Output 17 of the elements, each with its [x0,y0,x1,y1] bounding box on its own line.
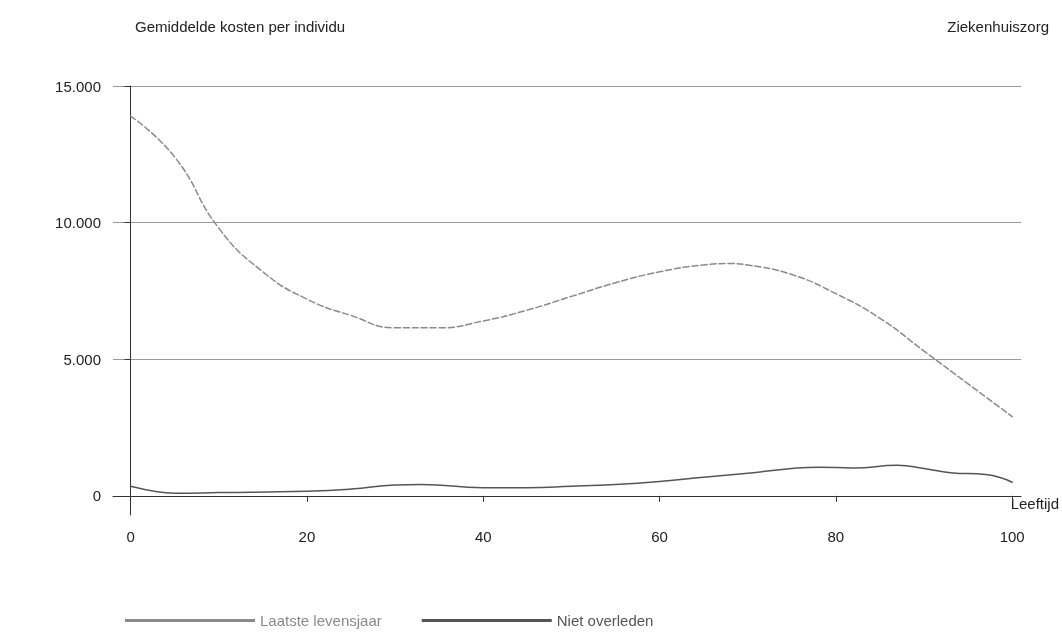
x-tick-label: 80 [827,528,845,545]
x-tick-label: 60 [651,528,668,545]
y-tick-label: 15.000 [55,77,101,95]
y-axis-title: Gemiddelde kosten per individu [135,18,346,35]
x-tick-label: 0 [126,528,135,545]
x-tick-label: 40 [474,528,492,545]
line-series [129,115,1013,418]
chart-title: Ziekenhuiszorg [947,18,1049,35]
x-tick-label: 20 [298,528,316,545]
y-tick-label: 0 [92,487,101,505]
line-series [129,464,1013,494]
text: Niet overleden [556,612,654,629]
y-tick-label: 5.000 [63,350,101,368]
text: Laatste levensjaar [260,612,382,629]
x-axis-title: Leeftijd [1010,494,1059,512]
y-tick-label: 10.000 [55,214,101,232]
x-tick-label: 100 [999,528,1025,545]
